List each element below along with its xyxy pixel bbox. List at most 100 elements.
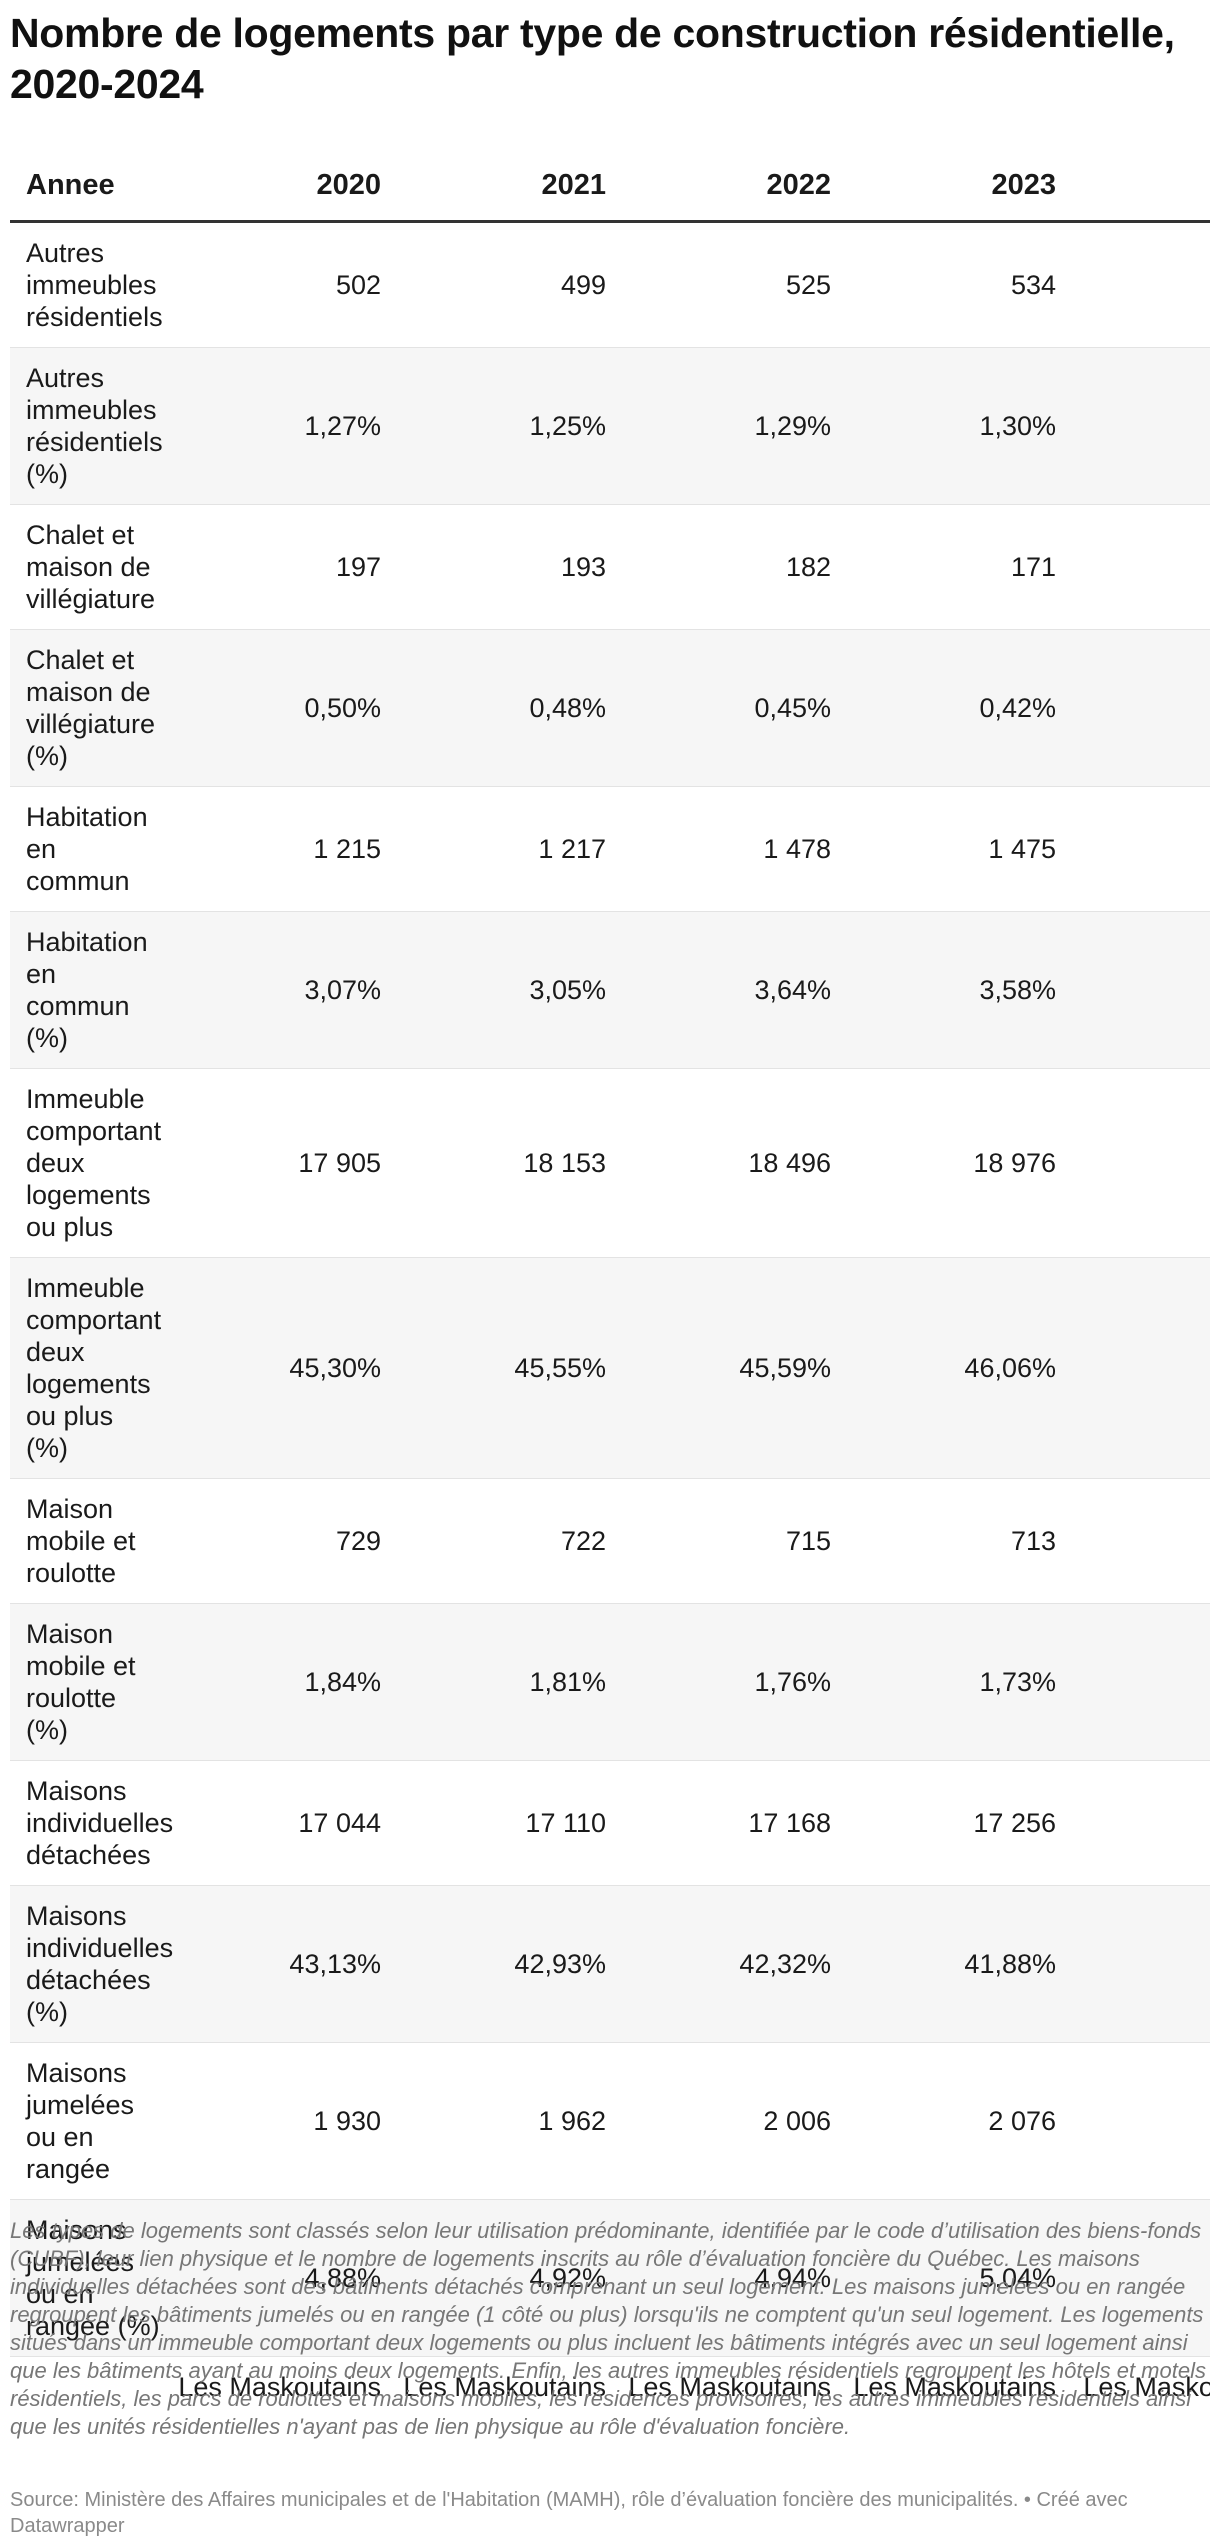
table-cell: 171 xyxy=(845,504,1070,630)
table-cell: 729 xyxy=(170,1478,395,1604)
table-cell: 18 496 xyxy=(620,1068,845,1258)
footer-cell: Les Maskoutains xyxy=(853,2372,1056,2402)
table-cell xyxy=(1070,1068,1210,1258)
row-label: Maison mobile et roulotte xyxy=(10,1478,170,1604)
table-cell: 17 168 xyxy=(620,1760,845,1886)
row-label: Maisons individuelles détachées xyxy=(10,1760,173,1886)
table-cell: 1 930 xyxy=(170,2042,395,2200)
table-cell: 45,30% xyxy=(170,1257,395,1479)
table-cell xyxy=(1070,1760,1210,1886)
column-header[interactable]: 2023 xyxy=(845,150,1070,223)
table-cell: 46,06% xyxy=(845,1257,1070,1479)
row-label: Autres immeubles résidentiels xyxy=(10,221,170,348)
table-cell: 42,32% xyxy=(620,1885,845,2043)
table-cell xyxy=(1070,504,1210,630)
table-cell: 0,45% xyxy=(620,629,845,787)
table-cell: 1 217 xyxy=(395,786,620,912)
column-header[interactable]: 2021 xyxy=(395,150,620,223)
table-cell: 722 xyxy=(395,1478,620,1604)
table-cell xyxy=(1070,1603,1210,1761)
table-cell: 3,05% xyxy=(395,911,620,1069)
table-cell: 1 475 xyxy=(845,786,1070,912)
table-cell: 1,81% xyxy=(395,1603,620,1761)
footer-cell: Les Maskoutains xyxy=(628,2372,831,2402)
table-cell: 182 xyxy=(620,504,845,630)
table-cell: 1 478 xyxy=(620,786,845,912)
table-row: Habitation en commun (%) 3,07% 3,05% 3,64% 3… xyxy=(10,911,1210,1069)
table-cell: 1,76% xyxy=(620,1603,845,1761)
table-cell: 42,93% xyxy=(395,1885,620,2043)
table-cell: 1,30% xyxy=(845,347,1070,505)
data-table: Annee 2020 2021 2022 2023 2024 Autres im… xyxy=(10,150,1210,2403)
row-label: Habitation en commun (%) xyxy=(10,911,170,1069)
table-row: Maisons jumelées ou en rangée (%) 4,88% 4,… xyxy=(10,2199,1210,2357)
row-label: Maisons jumelées ou en rangée xyxy=(10,2042,170,2200)
row-label: Maisons individuelles détachées (%) xyxy=(10,1885,173,2043)
table-cell: 17 110 xyxy=(395,1760,620,1886)
column-header[interactable]: 2022 xyxy=(620,150,845,223)
table-cell: 2 006 xyxy=(620,2042,845,2200)
table-cell xyxy=(1070,1885,1210,2043)
column-header[interactable]: Annee xyxy=(10,150,170,223)
table-cell xyxy=(1070,786,1210,912)
table-cell xyxy=(1070,2042,1210,2200)
table-cell: 1,25% xyxy=(395,347,620,505)
row-label: Autres immeubles résidentiels (%) xyxy=(10,347,170,505)
footer-cell: Les Maskoutains xyxy=(403,2372,606,2402)
table-row: Maisons jumelées ou en rangée 1 930 1 962 2… xyxy=(10,2042,1210,2200)
table-cell: 0,50% xyxy=(170,629,395,787)
table-cell: 499 xyxy=(395,221,620,348)
table-row: Immeuble comportant deux logements ou pl… xyxy=(10,1257,1210,1479)
footer-cell: Les Maskoutains xyxy=(178,2372,381,2402)
table-cell xyxy=(1070,911,1210,1069)
header-row: Annee 2020 2021 2022 2023 2024 xyxy=(10,150,1210,223)
table-cell xyxy=(1070,2199,1210,2357)
table-cell: 525 xyxy=(620,221,845,348)
table-row: Maisons individuelles détachées (%) 43,13… xyxy=(10,1885,1210,2043)
table-cell: 17 905 xyxy=(170,1068,395,1258)
row-label: Chalet et maison de villégiature (%) xyxy=(10,629,170,787)
table-cell: 715 xyxy=(620,1478,845,1604)
table-cell xyxy=(1070,221,1210,348)
table-cell: 18 976 xyxy=(845,1068,1070,1258)
table-row: Autres immeubles résidentiels (%) 1,27% 1,… xyxy=(10,347,1210,505)
table-cell: 18 153 xyxy=(395,1068,620,1258)
table-cell: 0,42% xyxy=(845,629,1070,787)
table-cell: 1 962 xyxy=(395,2042,620,2200)
table-cell: 45,55% xyxy=(395,1257,620,1479)
row-label: Immeuble comportant deux logements ou pl… xyxy=(10,1068,170,1258)
table-cell: 2 076 xyxy=(845,2042,1070,2200)
table-cell: 1,27% xyxy=(170,347,395,505)
table-row: Maisons individuelles détachées 17 044 17 … xyxy=(10,1760,1210,1886)
table-cell: 17 256 xyxy=(845,1760,1070,1886)
table-cell: 45,59% xyxy=(620,1257,845,1479)
table-cell: 17 044 xyxy=(170,1760,395,1886)
table-cell: 1,29% xyxy=(620,347,845,505)
table-cell: 1,73% xyxy=(845,1603,1070,1761)
table-row: Chalet et maison de villégiature 197 193 18… xyxy=(10,504,1210,630)
table-cell: 502 xyxy=(170,221,395,348)
table-row: Maison mobile et roulotte (%) 1,84% 1,81% 1… xyxy=(10,1603,1210,1761)
table-row: Maison mobile et roulotte 729 722 715 713 xyxy=(10,1478,1210,1604)
table-cell: 1 215 xyxy=(170,786,395,912)
table-cell: 41,88% xyxy=(845,1885,1070,2043)
table-cell xyxy=(1070,629,1210,787)
table-cell: 4,88% xyxy=(170,2199,395,2357)
table-row: Chalet et maison de villégiature (%) 0,50… xyxy=(10,629,1210,787)
table-cell: 0,48% xyxy=(395,629,620,787)
row-label: Maisons jumelées ou en rangée (%) xyxy=(10,2199,170,2357)
table-viewport[interactable]: Annee 2020 2021 2022 2023 2024 Autres im… xyxy=(10,150,1210,2403)
chart-title: Nombre de logements par type de construc… xyxy=(10,10,1175,107)
table-cell: 3,58% xyxy=(845,911,1070,1069)
table-cell: 197 xyxy=(170,504,395,630)
table-cell: 5,04% xyxy=(845,2199,1070,2357)
table-row: Immeuble comportant deux logements ou pl… xyxy=(10,1068,1210,1258)
table-cell xyxy=(1070,1478,1210,1604)
table-cell: 3,07% xyxy=(170,911,395,1069)
table-cell: 713 xyxy=(845,1478,1070,1604)
table-cell: 4,94% xyxy=(620,2199,845,2357)
column-header[interactable]: 2020 xyxy=(170,150,395,223)
column-header[interactable]: 2024 xyxy=(1070,150,1210,223)
chart-notes: Les types de logements sont classés selo… xyxy=(10,2218,1206,2439)
row-label: Immeuble comportant deux logements ou pl… xyxy=(10,1257,170,1479)
